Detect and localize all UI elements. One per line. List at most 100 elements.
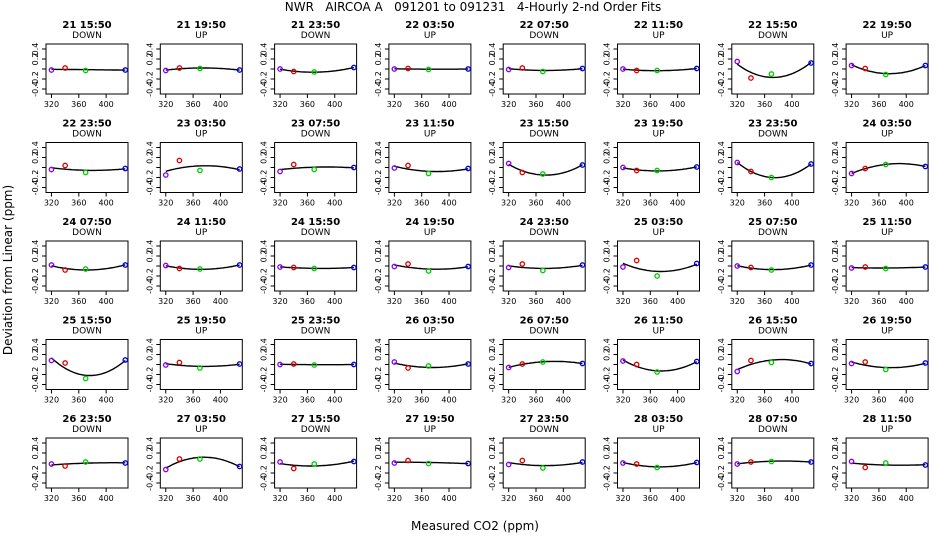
x-tick-label: 400 (670, 396, 685, 405)
x-tick-label: 320 (44, 199, 59, 208)
x-tick-label: 400 (98, 494, 113, 503)
x-tick-label: 360 (757, 199, 772, 208)
fit-curve (508, 264, 583, 270)
x-tick-label: 360 (185, 396, 200, 405)
y-tick-label: 0.2 (145, 151, 154, 164)
y-tick-label: 0.2 (603, 348, 612, 361)
y-tick-label: -0.4 (31, 180, 40, 196)
data-point (579, 262, 586, 268)
x-tick-label: 360 (185, 297, 200, 306)
data-point (922, 62, 929, 69)
y-tick-label: -0.2 (374, 71, 383, 87)
panel-title: 23 23:50 (748, 119, 797, 130)
y-tick-label: -0.2 (260, 71, 269, 87)
y-tick-label: -0.4 (488, 278, 497, 294)
y-tick-label: 0.2 (831, 151, 840, 164)
y-tick-label: 0.2 (717, 250, 726, 263)
panel-frame (45, 142, 129, 193)
panel-direction: UP (195, 31, 208, 41)
data-point (82, 459, 89, 465)
x-tick-label: 320 (272, 396, 287, 405)
panel-direction: UP (195, 425, 208, 435)
y-tick-label: 0.2 (374, 151, 383, 164)
y-tick-label: 0.2 (603, 151, 612, 164)
data-point (62, 162, 68, 169)
y-tick-label: 0.2 (31, 348, 40, 361)
x-tick-label: 360 (643, 100, 658, 109)
y-tick-label: 0.2 (717, 447, 726, 460)
panel-direction: UP (881, 130, 894, 140)
data-point (82, 67, 89, 74)
y-tick-label: 0.2 (260, 250, 269, 263)
y-tick-label: 0.4 (488, 437, 497, 450)
y-tick-label: 0.4 (831, 240, 840, 253)
data-point (768, 359, 775, 366)
data-point (862, 65, 869, 72)
y-tick-label: -0.4 (260, 278, 269, 294)
fit-curve (622, 262, 698, 273)
x-tick-label: 360 (528, 297, 543, 306)
panel-title: 27 03:50 (177, 414, 226, 425)
data-point (633, 461, 640, 467)
x-tick-label: 400 (899, 396, 914, 405)
x-tick-label: 400 (670, 297, 685, 306)
y-tick-label: -0.4 (374, 475, 383, 491)
y-tick-label: -0.2 (831, 465, 840, 481)
data-point (693, 459, 700, 466)
y-tick-label: -0.4 (717, 81, 726, 97)
panel-direction: DOWN (758, 31, 788, 41)
y-tick-label: -0.2 (260, 367, 269, 383)
x-tick-label: 360 (300, 494, 315, 503)
x-tick-label: 400 (327, 396, 342, 405)
x-tick-label: 360 (300, 297, 315, 306)
data-point (693, 164, 700, 170)
data-point (176, 359, 183, 366)
y-tick-label: -0.4 (831, 81, 840, 97)
x-tick-label: 320 (272, 494, 287, 503)
x-tick-label: 360 (414, 297, 429, 306)
data-point (808, 262, 814, 268)
x-tick-label: 400 (670, 199, 685, 208)
x-tick-label: 360 (528, 396, 543, 405)
x-tick-label: 320 (615, 297, 630, 306)
panel-title: 21 15:50 (62, 20, 111, 31)
panel-title: 24 23:50 (520, 217, 569, 228)
x-tick-label: 360 (185, 100, 200, 109)
x-tick-label: 360 (414, 494, 429, 503)
y-tick-label: 0.2 (31, 53, 40, 66)
data-point (465, 165, 472, 172)
y-tick-label: -0.2 (717, 367, 726, 383)
y-tick-label: -0.4 (603, 81, 612, 97)
fit-curve (51, 167, 126, 172)
data-point (405, 365, 411, 371)
x-tick-label: 400 (213, 100, 228, 109)
panel-title: 23 15:50 (520, 119, 569, 130)
fit-curve (736, 161, 812, 179)
y-tick-label: 0.2 (831, 348, 840, 361)
data-point (48, 461, 55, 467)
y-tick-label: 0.4 (374, 437, 383, 450)
data-point (519, 65, 526, 71)
data-point (197, 65, 203, 72)
y-tick-label: 0.4 (717, 43, 726, 56)
y-tick-label: 0.4 (717, 240, 726, 253)
data-point (768, 174, 775, 181)
data-point (505, 264, 512, 271)
y-tick-label: 0.4 (831, 338, 840, 351)
x-tick-label: 360 (757, 396, 772, 405)
x-tick-label: 320 (387, 494, 402, 503)
y-tick-label: -0.4 (717, 377, 726, 393)
panel-title: 26 07:50 (520, 316, 569, 327)
data-point (425, 66, 432, 73)
panel-direction: UP (424, 31, 437, 41)
data-point (882, 265, 889, 272)
